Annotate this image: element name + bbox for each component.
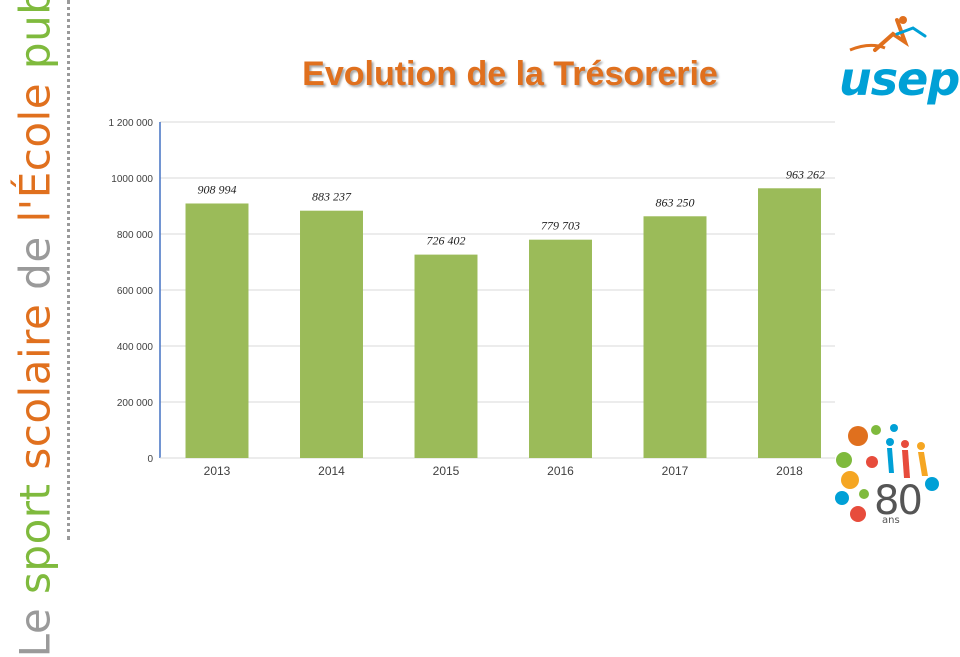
runner-icon — [849, 16, 927, 52]
bar — [414, 254, 478, 458]
data-label: 908 994 — [198, 182, 237, 196]
bar — [185, 203, 249, 458]
dotted-divider — [67, 0, 70, 540]
y-tick-label: 1 200 000 — [109, 118, 154, 129]
y-tick-label: 400 000 — [117, 342, 154, 353]
y-tick-label: 0 — [147, 454, 153, 465]
usep-logo: usep — [835, 12, 960, 107]
data-label: 883 237 — [312, 190, 352, 204]
y-tick-label: 1000 000 — [111, 174, 153, 185]
x-tick-label: 2017 — [662, 464, 689, 478]
anniversary-number: 80 — [874, 478, 923, 524]
bar-chart: 0 200 000 400 000 600 000 800 000 1000 000 1 2… — [109, 118, 835, 478]
x-tick-label: 2015 — [433, 464, 460, 478]
anniversary-subtitle: ans — [882, 515, 900, 526]
bar — [529, 239, 592, 458]
y-tick-label: 800 000 — [117, 230, 154, 241]
data-label: 863 250 — [656, 195, 695, 209]
x-tick-label: 2018 — [776, 464, 803, 478]
x-tick-label: 2013 — [204, 464, 231, 478]
x-tick-label: 2014 — [318, 464, 345, 478]
x-tick-label: 2016 — [547, 464, 574, 478]
page-title: Evolution de la Trésorerie — [302, 55, 718, 93]
anniversary-badge: 80 ans — [832, 418, 944, 530]
anniversary-graphic — [835, 424, 939, 522]
data-label: 726 402 — [427, 234, 466, 248]
logo-text: usep — [839, 52, 960, 106]
data-label: 963 262 — [786, 167, 825, 181]
slogan-segment-0: Le — [10, 593, 60, 657]
y-tick-label: 600 000 — [117, 286, 154, 297]
bar — [643, 216, 707, 458]
bar — [300, 210, 363, 458]
y-tick-label: 200 000 — [117, 398, 154, 409]
data-label: 779 703 — [541, 219, 580, 233]
bar — [758, 188, 821, 459]
